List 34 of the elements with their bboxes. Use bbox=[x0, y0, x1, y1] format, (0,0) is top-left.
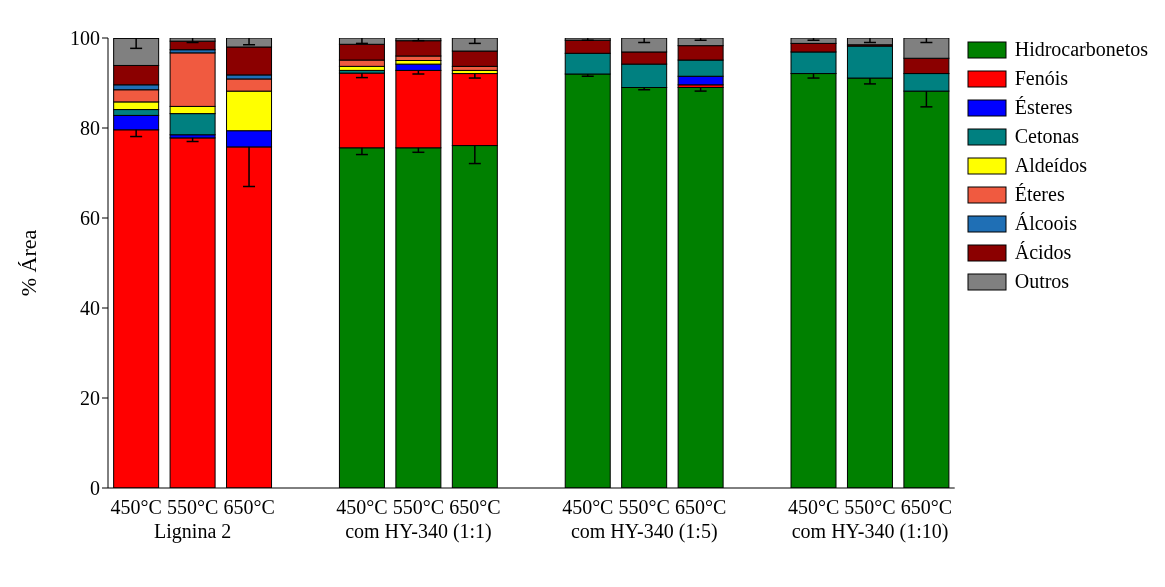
x-tick-label: 450°C bbox=[110, 496, 162, 518]
x-tick-label: 550°C bbox=[844, 496, 896, 518]
legend-label: Aldeídos bbox=[1014, 154, 1087, 177]
y-tick-label: 40 bbox=[80, 297, 100, 320]
legend-label: Ésteres bbox=[1014, 96, 1073, 119]
y-axis-title: % Área bbox=[15, 229, 41, 297]
text: com HY-340 (1:1) bbox=[345, 520, 492, 543]
legend-label: Éteres bbox=[1014, 183, 1065, 206]
x-tick-label: 450°C bbox=[562, 496, 614, 518]
x-tick-label: 550°C bbox=[618, 496, 670, 518]
bar bbox=[846, 38, 893, 46]
y-tick-label: 100 bbox=[70, 27, 100, 50]
x-tick-label: 650°C bbox=[449, 496, 501, 518]
y-tick-label: 20 bbox=[80, 387, 100, 410]
y-tick-label: 80 bbox=[80, 117, 100, 140]
legend-label: Hidrocarbonetos bbox=[1014, 38, 1148, 61]
x-tick-label: 450°C bbox=[336, 496, 388, 518]
x-tick-label: 450°C bbox=[787, 496, 840, 518]
x-tick-label: 650°C bbox=[223, 496, 275, 518]
y-tick-label: 60 bbox=[80, 207, 100, 230]
x-tick-label: 650°C bbox=[900, 496, 953, 518]
x-tick-label: 550°C bbox=[392, 496, 445, 518]
x-tick-label: 650°C bbox=[675, 496, 727, 518]
y-tick-label: 0 bbox=[90, 477, 100, 500]
x-tick-label: 550°C bbox=[167, 496, 219, 518]
legend-label: Outros bbox=[1014, 270, 1070, 293]
text: com HY-340 (1:10) bbox=[791, 520, 949, 543]
text: com HY-340 (1:5) bbox=[570, 520, 718, 543]
text: Lignina 2 bbox=[154, 520, 232, 543]
legend-label: Álcoois bbox=[1014, 212, 1077, 235]
legend-label: Fenóis bbox=[1014, 67, 1069, 90]
legend-label: Cetonas bbox=[1014, 125, 1080, 148]
legend-label: Ácidos bbox=[1014, 241, 1072, 264]
bar bbox=[395, 40, 442, 57]
